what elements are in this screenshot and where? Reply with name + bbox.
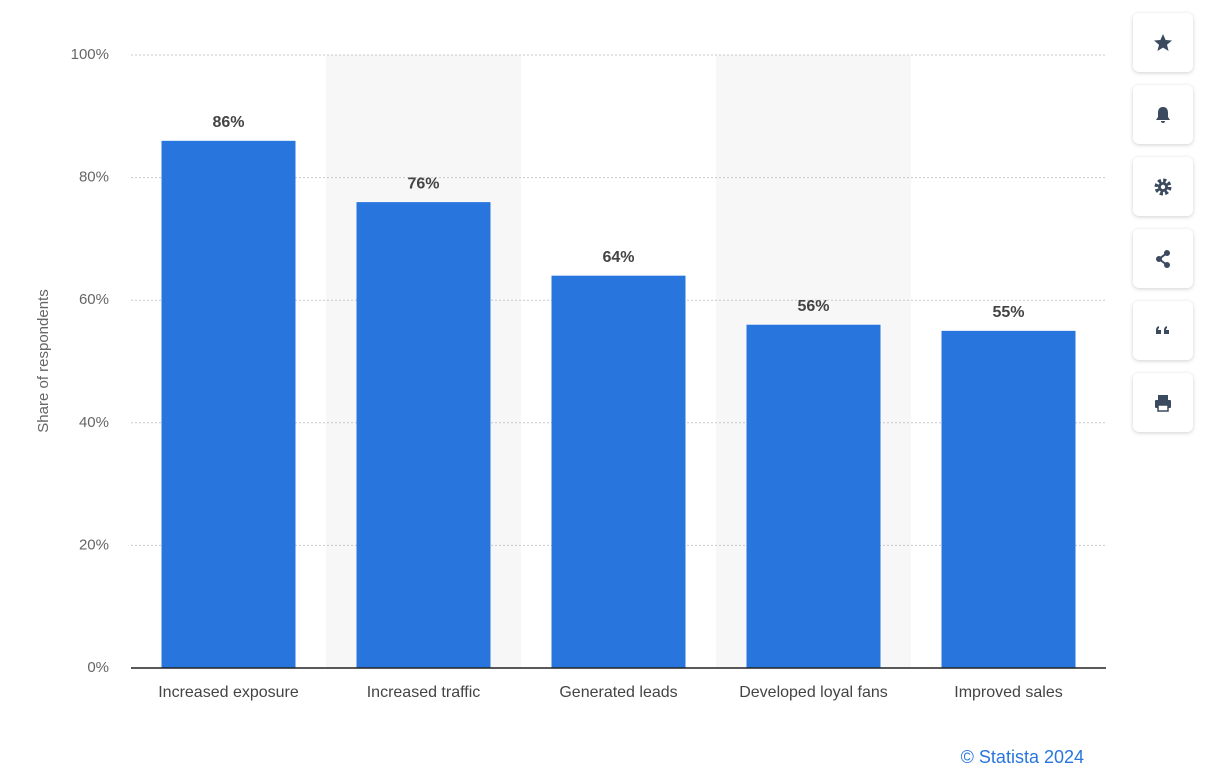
y-tick-label: 0% (87, 659, 109, 676)
marks: Increased exposure 86% Increased traffic 76… (131, 114, 1106, 701)
value-label: 76% (407, 175, 439, 192)
star-icon (1154, 33, 1172, 51)
y-tick-label: 80% (79, 169, 109, 186)
y-tick-label: 20% (79, 536, 109, 553)
bar (161, 140, 296, 668)
value-label: 86% (212, 114, 244, 131)
x-tick-label: Increased traffic (367, 684, 481, 701)
gear-icon (1154, 178, 1172, 195)
chart: Share of respondents 0%20%40%60%80%100% … (35, 46, 1106, 767)
notification-button[interactable] (1133, 85, 1193, 144)
print-icon (1155, 394, 1171, 412)
print-button[interactable] (1133, 373, 1193, 432)
x-tick-label: Developed loyal fans (739, 684, 888, 701)
bar (551, 275, 686, 668)
x-tick-label: Increased exposure (158, 684, 299, 701)
y-tick-label: 40% (79, 414, 109, 431)
credit: © Statista 2024 (961, 747, 1084, 767)
x-tick-label: Generated leads (559, 684, 677, 701)
x-tick-label: Improved sales (954, 684, 1063, 701)
bar (941, 330, 1076, 668)
settings-button[interactable] (1133, 157, 1193, 216)
share-icon (1156, 249, 1170, 268)
y-tick-label: 60% (79, 291, 109, 308)
bar (746, 324, 881, 668)
quote-icon (1156, 325, 1169, 334)
bell-icon (1156, 106, 1170, 123)
y-tick-label: 100% (71, 46, 109, 63)
value-label: 55% (992, 304, 1024, 321)
bar (356, 202, 491, 668)
favorite-button[interactable] (1133, 13, 1193, 72)
cite-button[interactable] (1133, 301, 1193, 360)
share-button[interactable] (1133, 229, 1193, 288)
value-label: 56% (797, 298, 829, 315)
y-axis-label: Share of respondents (35, 289, 52, 432)
value-label: 64% (602, 249, 634, 266)
